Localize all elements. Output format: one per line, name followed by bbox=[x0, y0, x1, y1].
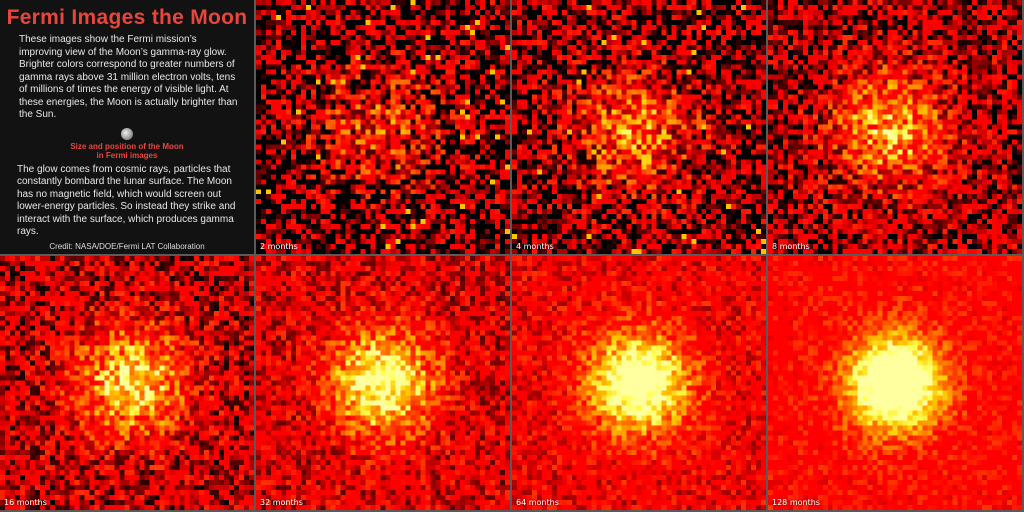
moon-caption: Size and position of the Moon in Fermi i… bbox=[0, 142, 254, 161]
credit: Credit: NASA/DOE/Fermi LAT Collaboration bbox=[49, 241, 205, 251]
moon-image-panel: 8 months bbox=[768, 0, 1022, 254]
panel-label: 16 months bbox=[4, 498, 47, 507]
gamma-ray-image bbox=[0, 256, 254, 510]
moon-image-panel: 4 months bbox=[512, 0, 766, 254]
gamma-ray-image bbox=[512, 256, 766, 510]
panel-label: 64 months bbox=[516, 498, 559, 507]
panel-label: 128 months bbox=[772, 498, 820, 507]
panel-label: 4 months bbox=[516, 242, 554, 251]
intro-text: These images show the Fermi mission’s im… bbox=[19, 34, 238, 120]
moon-image-panel: 2 months bbox=[256, 0, 510, 254]
gamma-ray-image bbox=[256, 0, 510, 254]
moon-caption-line2: in Fermi images bbox=[96, 151, 158, 160]
explanation-text: The glow comes from cosmic rays, particl… bbox=[17, 163, 236, 238]
info-panel: Fermi Images the Moon These images show … bbox=[0, 0, 254, 254]
moon-image-panel: 32 months bbox=[256, 256, 510, 510]
panel-label: 32 months bbox=[260, 498, 303, 507]
moon-image-panel: 128 months bbox=[768, 256, 1022, 510]
moon-image-panel: 16 months bbox=[0, 256, 254, 510]
page-title: Fermi Images the Moon bbox=[6, 6, 248, 29]
gamma-ray-image bbox=[768, 256, 1022, 510]
panel-label: 8 months bbox=[772, 242, 810, 251]
moon-icon bbox=[121, 127, 133, 140]
moon-caption-line1: Size and position of the Moon bbox=[70, 141, 184, 151]
gamma-ray-image bbox=[512, 0, 766, 254]
panel-label: 2 months bbox=[260, 242, 298, 251]
gamma-ray-image bbox=[768, 0, 1022, 254]
gamma-ray-image bbox=[256, 256, 510, 510]
moon-image-panel: 64 months bbox=[512, 256, 766, 510]
